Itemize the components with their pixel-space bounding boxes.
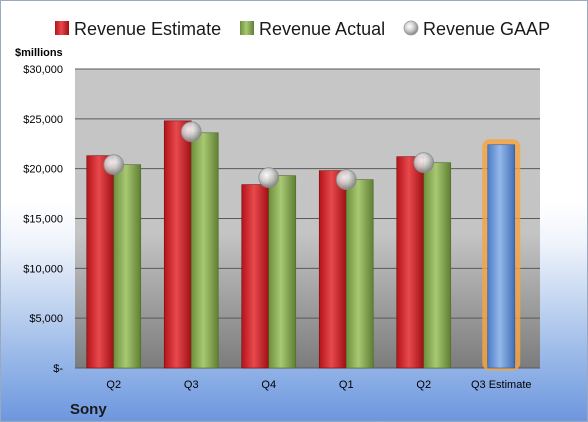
x-category-label: Q2 — [106, 379, 121, 391]
y-tick-label: $5,000 — [29, 313, 63, 325]
bar-revenue-actual — [190, 132, 219, 369]
y-tick-label: $10,000 — [23, 263, 63, 275]
marker-revenue-gaap — [258, 167, 280, 189]
legend-label-revenue-actual: Revenue Actual — [259, 19, 385, 39]
legend-label-revenue-gaap: Revenue GAAP — [423, 19, 550, 39]
y-tick-label: $30,000 — [23, 64, 63, 76]
x-category-label: Q4 — [261, 379, 276, 391]
bar-revenue-actual — [423, 162, 452, 369]
legend-swatch-revenue-estimate — [55, 21, 69, 35]
bar-revenue-estimate — [318, 170, 347, 369]
bar-revenue-estimate — [241, 184, 270, 369]
y-axis-ticks: $- $5,000 $10,000 $15,000 $20,000 $25,000 $30,… — [23, 64, 63, 375]
marker-revenue-gaap — [335, 169, 357, 191]
bars — [86, 120, 521, 371]
legend-label-revenue-estimate: Revenue Estimate — [74, 19, 221, 39]
bar-revenue-actual — [345, 179, 374, 369]
bar-q3-estimate — [487, 144, 516, 369]
y-axis-unit-label: $millions — [15, 47, 63, 59]
y-tick-label: $15,000 — [23, 214, 63, 226]
bar-revenue-estimate — [163, 120, 192, 369]
gridlines — [75, 68, 540, 369]
marker-revenue-gaap — [103, 154, 125, 176]
y-tick-label: $25,000 — [23, 114, 63, 126]
legend-swatch-revenue-gaap — [403, 20, 419, 36]
bar-revenue-actual — [268, 175, 297, 369]
y-tick-label: $- — [53, 363, 63, 375]
x-category-label: Q2 — [416, 379, 431, 391]
legend: Revenue Estimate Revenue Actual Revenue … — [55, 19, 550, 39]
legend-swatch-revenue-actual — [240, 21, 254, 35]
company-name: Sony — [70, 401, 107, 418]
x-category-label: Q3 Estimate — [471, 379, 532, 391]
bar-revenue-estimate — [396, 156, 425, 369]
bar-revenue-actual — [113, 164, 142, 369]
gaap-markers — [103, 121, 435, 191]
bar-revenue-estimate — [86, 155, 115, 369]
x-category-label: Q3 — [184, 379, 199, 391]
marker-revenue-gaap — [180, 121, 202, 143]
x-axis-categories: Q2 Q3 Q4 Q1 Q2 Q3 Estimate — [106, 379, 531, 391]
marker-revenue-gaap — [413, 152, 435, 174]
x-category-label: Q1 — [339, 379, 354, 391]
y-tick-label: $20,000 — [23, 164, 63, 176]
